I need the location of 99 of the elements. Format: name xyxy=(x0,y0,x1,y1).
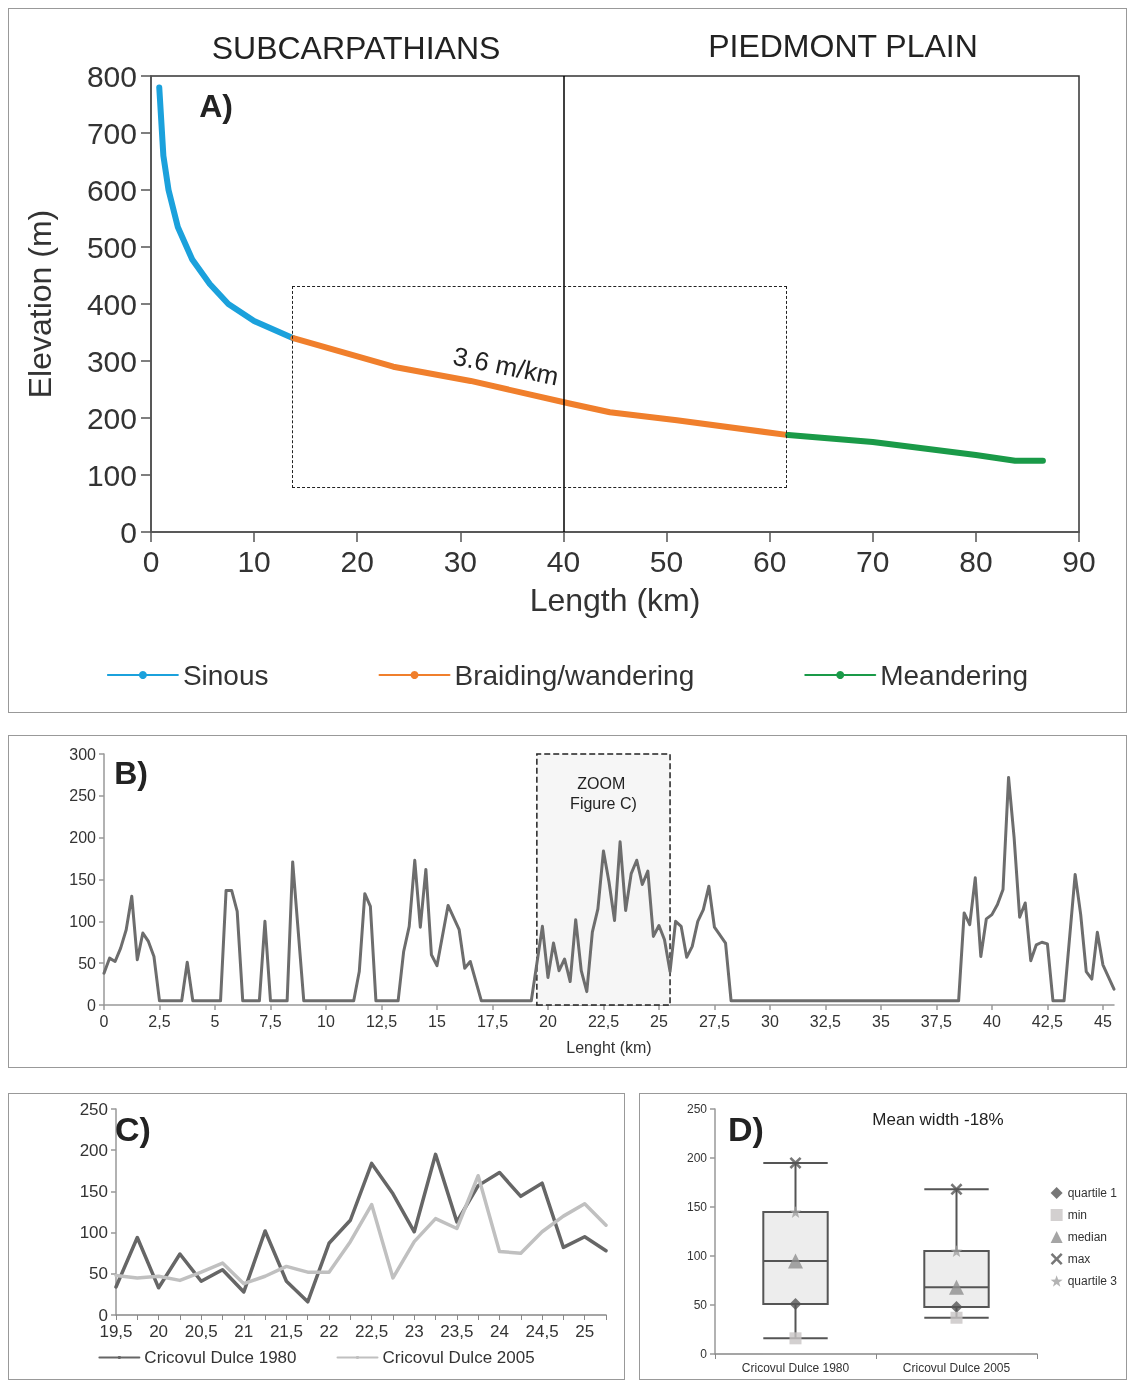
x-tick-label: 23 xyxy=(404,1322,424,1341)
x-tick-label: 10 xyxy=(317,1012,335,1030)
point xyxy=(950,1245,963,1258)
line-series xyxy=(114,1173,608,1286)
point xyxy=(949,1279,964,1295)
y-tick-label: 200 xyxy=(86,401,137,435)
x-tick-label: 45 xyxy=(1094,1012,1112,1030)
x-tick-label: 24,5 xyxy=(525,1322,559,1341)
x-tick-label: 12,5 xyxy=(365,1012,398,1030)
x-tick-label: 0 xyxy=(142,544,160,578)
y-tick-label: 150 xyxy=(69,871,97,888)
x-tick-label: 22 xyxy=(319,1322,339,1341)
y-tick-label: 150 xyxy=(79,1181,108,1201)
x-tick-label: 40 xyxy=(983,1012,1001,1030)
x-tick-label: 32,5 xyxy=(809,1012,842,1030)
x-tick-label: 23,5 xyxy=(440,1322,474,1341)
point xyxy=(950,1300,963,1313)
legend-label: quartile 3 xyxy=(1067,1274,1118,1288)
y-tick-label: 50 xyxy=(78,954,97,972)
legend-label: max xyxy=(1067,1252,1091,1266)
legend-label: quartile 1 xyxy=(1067,1186,1118,1200)
x-tick-label: 35 xyxy=(872,1012,890,1030)
x-tick-label: 60 xyxy=(752,544,787,578)
annotation: C) xyxy=(115,1110,151,1148)
x-tick-label: 30 xyxy=(761,1012,779,1030)
y-tick-label: 150 xyxy=(686,1200,708,1214)
y-tick-label: 250 xyxy=(79,1099,108,1119)
legend-label: Meandering xyxy=(880,659,1029,691)
y-tick-label: 300 xyxy=(69,745,97,763)
point xyxy=(789,1298,802,1311)
y-tick-label: 700 xyxy=(86,116,137,150)
y-tick-label: 0 xyxy=(87,996,97,1014)
line-series xyxy=(114,1152,608,1304)
x-tick-label: 40 xyxy=(546,544,581,578)
x-tick-label: 19,5 xyxy=(99,1322,133,1341)
y-tick-label: 0 xyxy=(120,515,137,549)
x-tick-label: 10 xyxy=(237,544,271,578)
x-tick-label: 20,5 xyxy=(184,1322,218,1341)
x-tick-label: 70 xyxy=(856,544,890,578)
x-tick-label: 22,5 xyxy=(355,1322,389,1341)
x-tick-label: 21,5 xyxy=(269,1322,303,1341)
legend-label: Sinous xyxy=(182,659,269,691)
y-tick-label: 300 xyxy=(86,344,137,378)
text: PIEDMONT PLAIN xyxy=(708,28,978,64)
x-tick-label: 20 xyxy=(539,1012,557,1030)
chart-title: Mean width -18% xyxy=(872,1110,1004,1129)
x-tick-label: 20 xyxy=(340,544,374,578)
legend-label: median xyxy=(1067,1230,1107,1244)
x-tick-label: 27,5 xyxy=(698,1012,731,1030)
x-tick-label: 7,5 xyxy=(259,1012,282,1030)
y-tick-label: 100 xyxy=(79,1223,108,1243)
y-tick-label: 0 xyxy=(98,1305,108,1325)
x-tick-label: 90 xyxy=(1062,544,1096,578)
y-tick-label: 600 xyxy=(86,173,137,207)
y-tick-label: 0 xyxy=(700,1347,708,1361)
y-tick-label: 200 xyxy=(69,829,97,847)
y-tick-label: 50 xyxy=(693,1298,708,1312)
x-tick-label: 80 xyxy=(959,544,993,578)
y-tick-label: 800 xyxy=(86,59,137,93)
x-tick-label: 30 xyxy=(443,544,478,578)
x-tick-label: 25 xyxy=(575,1322,595,1341)
point xyxy=(950,1311,963,1324)
annotation: D) xyxy=(728,1110,764,1148)
x-tick-label: 24 xyxy=(490,1322,509,1341)
y-tick-label: 250 xyxy=(686,1102,708,1116)
point xyxy=(789,1205,802,1218)
x-tick-label: 25 xyxy=(650,1012,668,1030)
annotation: A) xyxy=(199,88,233,124)
y-tick-label: 200 xyxy=(79,1140,108,1160)
x-tick-label: 37,5 xyxy=(920,1012,953,1030)
band-label: ZOOM Figure C) xyxy=(570,774,637,812)
legend-label: min xyxy=(1067,1208,1087,1222)
x-axis-title: Lenght (km) xyxy=(566,1038,652,1056)
y-tick-label: 100 xyxy=(69,912,97,930)
y-tick-label: 500 xyxy=(86,230,137,264)
y-tick-label: 100 xyxy=(86,458,137,492)
y-tick-label: 50 xyxy=(89,1264,108,1284)
x-tick-label: 5 xyxy=(210,1012,220,1030)
x-tick-label: 50 xyxy=(649,544,684,578)
y-tick-label: 400 xyxy=(86,287,137,321)
x-tick-label: 20 xyxy=(149,1322,169,1341)
x-tick-label: 42,5 xyxy=(1031,1012,1064,1030)
y-tick-label: 100 xyxy=(686,1249,708,1263)
annotation: B) xyxy=(114,755,148,791)
point xyxy=(789,1332,802,1345)
x-tick-label: 15 xyxy=(428,1012,446,1030)
text: SUBCARPATHIANS xyxy=(211,30,501,66)
legend-label: Braiding/wandering xyxy=(454,659,695,691)
point xyxy=(788,1253,803,1269)
y-tick-label: 200 xyxy=(686,1151,708,1165)
x-tick-label: 21 xyxy=(234,1322,254,1341)
x-tick-label: 17,5 xyxy=(476,1012,509,1030)
y-tick-label: 250 xyxy=(69,787,97,805)
annotation: 3.6 m/km xyxy=(450,340,562,392)
y-axis-title: Elevation (m) xyxy=(22,209,58,399)
x-axis-title: Length (km) xyxy=(529,582,701,618)
point xyxy=(789,1156,802,1169)
x-tick-label: 22,5 xyxy=(587,1012,620,1030)
x-tick-label: 2,5 xyxy=(148,1012,171,1030)
